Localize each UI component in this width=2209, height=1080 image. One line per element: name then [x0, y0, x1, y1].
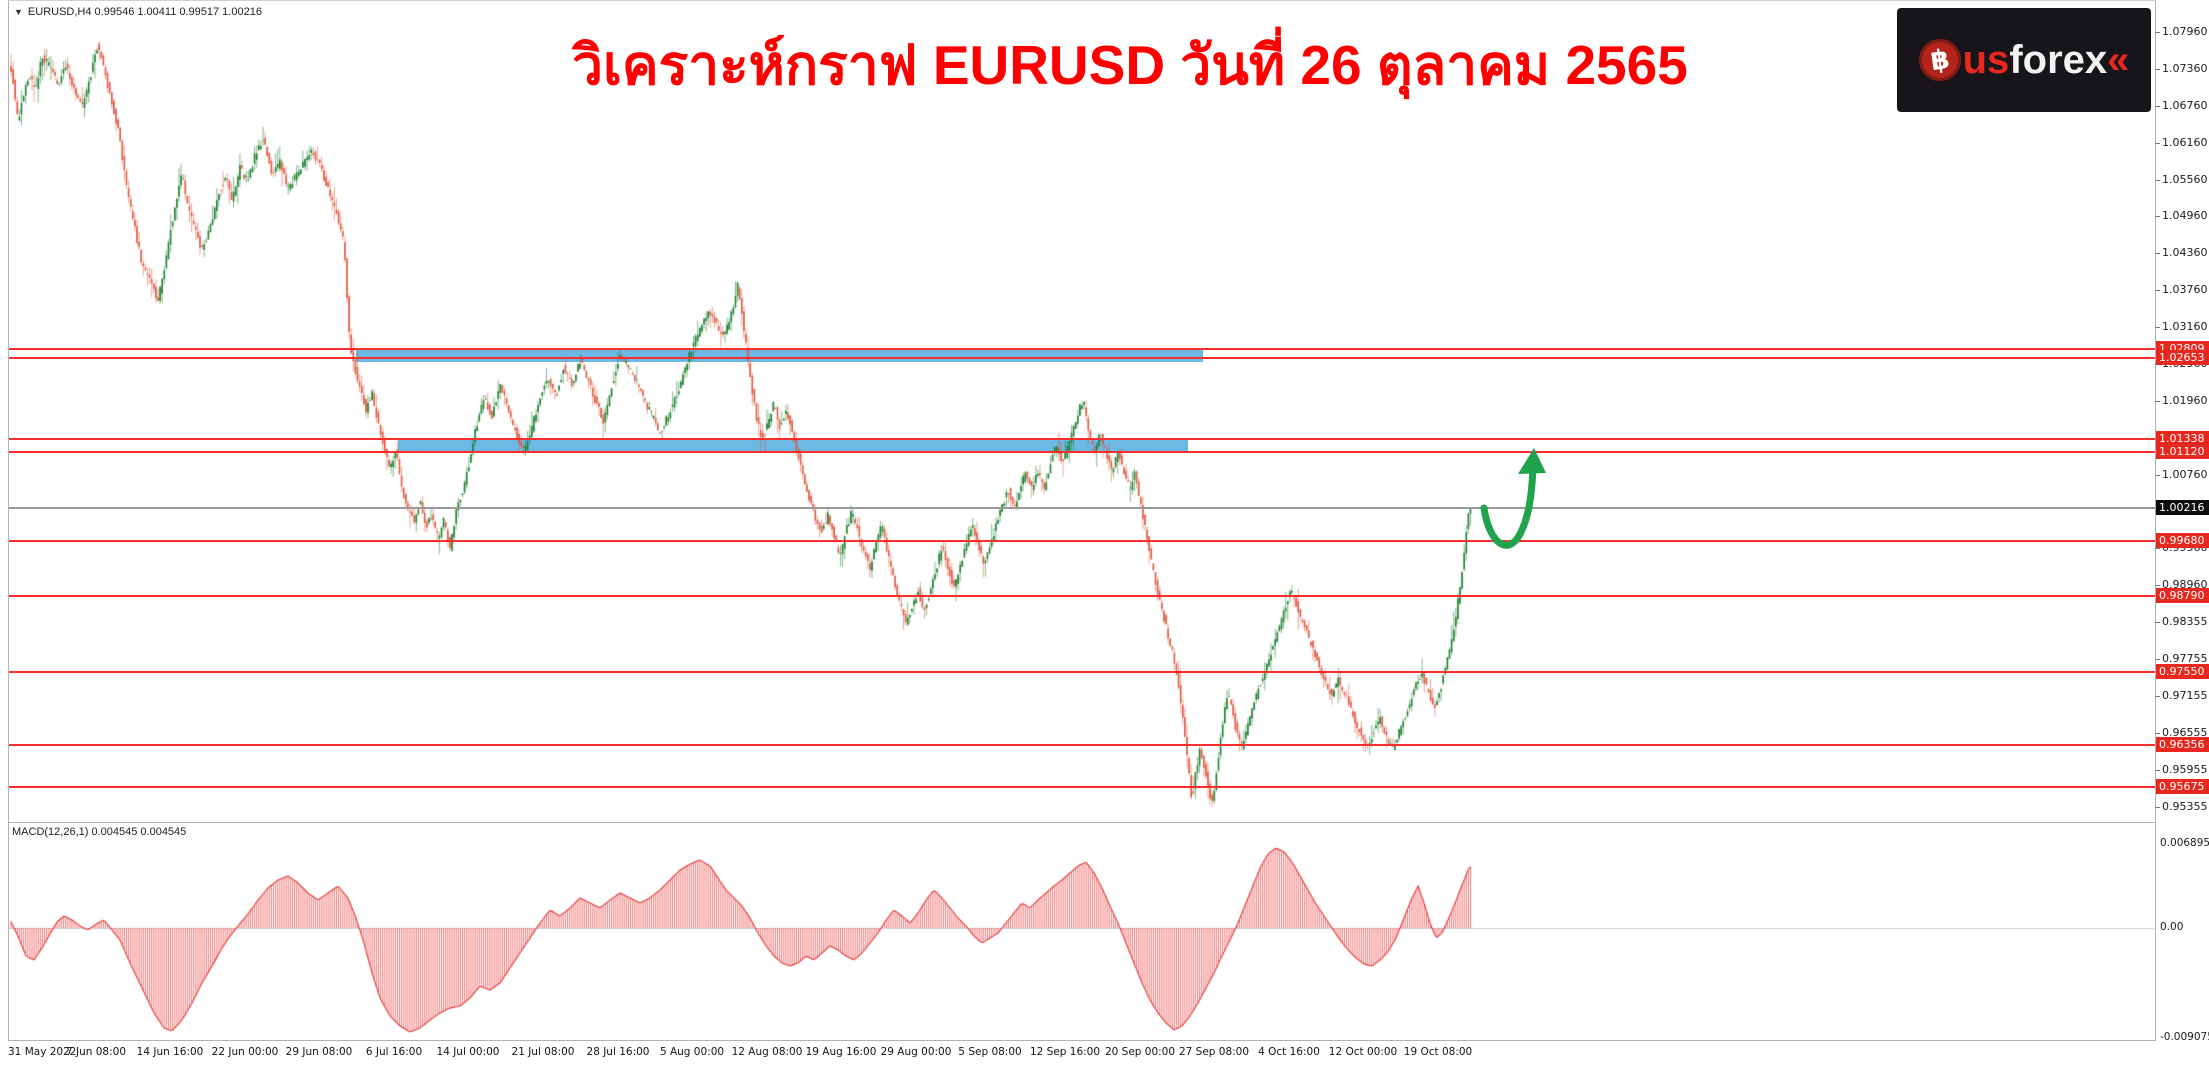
price-axis-label: 1.03160: [2162, 320, 2208, 333]
price-tick: [2155, 401, 2160, 402]
price-tick: [2155, 253, 2160, 254]
level-price-label: 1.01120: [2156, 444, 2209, 459]
price-axis-label: 1.06160: [2162, 136, 2208, 149]
macd-indicator-label: MACD(12,26,1) 0.004545 0.004545: [12, 826, 187, 838]
price-tick: [2155, 622, 2160, 623]
plot-right-border: [2155, 0, 2156, 1040]
page-title: วิเคราะห์กราฟ EURUSD วันที่ 26 ตุลาคม 25…: [572, 34, 1688, 96]
resistance-line[interactable]: [8, 357, 2155, 359]
resistance-line[interactable]: [8, 671, 2155, 673]
price-tick: [2155, 696, 2160, 697]
time-axis-label: 29 Aug 00:00: [880, 1046, 952, 1058]
price-axis-label: 0.97755: [2162, 652, 2208, 665]
price-tick: [2155, 106, 2160, 107]
symbol-info-text: EURUSD,H4 0.99546 1.00411 0.99517 1.0021…: [27, 6, 262, 18]
time-axis-label: 21 Jul 08:00: [511, 1046, 575, 1058]
price-axis-label: 0.96555: [2162, 726, 2208, 739]
level-price-label: 1.02653: [2156, 350, 2209, 365]
price-tick: [2155, 548, 2160, 549]
level-price-label: 0.99680: [2156, 533, 2209, 548]
price-axis-label: 1.05560: [2162, 173, 2208, 186]
macd-divider: [8, 822, 2156, 823]
resistance-line[interactable]: [8, 438, 2155, 440]
logo-chevrons: «: [2107, 37, 2130, 82]
price-axis-label: 0.97155: [2162, 689, 2208, 702]
resistance-line[interactable]: [8, 786, 2155, 788]
price-tick: [2155, 32, 2160, 33]
level-price-label: 0.96356: [2156, 737, 2209, 752]
time-axis-label: 12 Sep 16:00: [1029, 1046, 1101, 1058]
macd-scale-bottom: -0.009075: [2160, 1031, 2209, 1043]
level-price-label: 0.95675: [2156, 779, 2209, 794]
price-axis-label: 1.06760: [2162, 99, 2208, 112]
resistance-line[interactable]: [8, 451, 2155, 453]
time-axis-label: 27 Sep 08:00: [1178, 1046, 1250, 1058]
time-axis-label: 7 Jun 08:00: [65, 1046, 127, 1058]
price-axis-label: 1.03760: [2162, 283, 2208, 296]
time-axis-label: 4 Oct 16:00: [1258, 1046, 1320, 1058]
price-axis-label: 0.98960: [2162, 578, 2208, 591]
plot-left-border: [8, 0, 9, 1040]
time-axis-label: 12 Aug 08:00: [731, 1046, 803, 1058]
price-tick: [2155, 659, 2160, 660]
price-axis-label: 1.04360: [2162, 246, 2208, 259]
level-price-label: 1.01338: [2156, 431, 2209, 446]
time-axis-label: 5 Aug 00:00: [659, 1046, 725, 1058]
time-axis-line: [8, 1040, 2156, 1041]
time-axis-label: 19 Aug 16:00: [805, 1046, 877, 1058]
price-axis-label: 1.00760: [2162, 468, 2208, 481]
price-axis-label: 1.04960: [2162, 209, 2208, 222]
symbol-info[interactable]: ▼ EURUSD,H4 0.99546 1.00411 0.99517 1.002…: [14, 6, 262, 18]
level-price-label: 0.98790: [2156, 588, 2209, 603]
time-axis-label: 19 Oct 08:00: [1403, 1046, 1473, 1058]
chevron-down-icon[interactable]: ▼: [14, 7, 23, 17]
macd-scale-zero: 0.00: [2160, 921, 2184, 933]
time-axis-label: 12 Oct 00:00: [1328, 1046, 1398, 1058]
price-tick: [2155, 290, 2160, 291]
resistance-line[interactable]: [8, 595, 2155, 597]
time-axis-label: 31 May 2022: [8, 1046, 77, 1058]
price-tick: [2155, 770, 2160, 771]
baht-coin-icon: ฿: [1915, 36, 1964, 84]
price-axis-label: 1.07960: [2162, 25, 2208, 38]
macd-scale-top: 0.006895: [2160, 837, 2209, 849]
price-tick: [2155, 585, 2160, 586]
time-axis-label: 6 Jul 16:00: [365, 1046, 423, 1058]
busforex-logo[interactable]: ฿ us forex «: [1897, 8, 2151, 112]
logo-text-forex: forex: [2009, 37, 2108, 82]
time-axis-label: 14 Jul 00:00: [436, 1046, 500, 1058]
resistance-line[interactable]: [8, 744, 2155, 746]
price-tick: [2155, 807, 2160, 808]
time-axis-label: 14 Jun 16:00: [136, 1046, 204, 1058]
price-tick: [2155, 327, 2160, 328]
resistance-line[interactable]: [8, 348, 2155, 350]
time-axis-label: 28 Jul 16:00: [586, 1046, 650, 1058]
price-tick: [2155, 180, 2160, 181]
level-price-label: 0.97550: [2156, 664, 2209, 679]
time-axis-label: 22 Jun 00:00: [211, 1046, 279, 1058]
price-tick: [2155, 216, 2160, 217]
price-tick: [2155, 69, 2160, 70]
current-price-line: [8, 507, 2155, 509]
logo-text-us: us: [1962, 37, 2010, 82]
price-axis-label: 1.07360: [2162, 62, 2208, 75]
price-axis-label: 0.95955: [2162, 763, 2208, 776]
resistance-line[interactable]: [8, 540, 2155, 542]
price-axis-label: 0.95355: [2162, 800, 2208, 813]
current-price-label: 1.00216: [2156, 500, 2209, 515]
price-axis-label: 1.01960: [2162, 394, 2208, 407]
price-tick: [2155, 475, 2160, 476]
price-tick: [2155, 143, 2160, 144]
time-axis-label: 5 Sep 08:00: [958, 1046, 1022, 1058]
time-axis-label: 29 Jun 08:00: [285, 1046, 353, 1058]
price-tick: [2155, 733, 2160, 734]
time-axis-label: 20 Sep 00:00: [1104, 1046, 1176, 1058]
price-axis-label: 0.98355: [2162, 615, 2208, 628]
plot-top-border: [8, 0, 2156, 1]
